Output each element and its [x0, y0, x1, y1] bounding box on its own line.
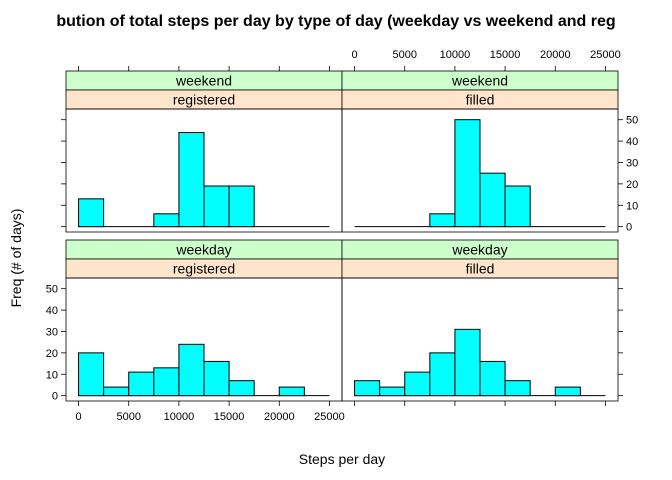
- x-axis-label: Steps per day: [299, 451, 385, 467]
- histogram-bar: [429, 213, 456, 228]
- x-tick-label: 0: [75, 411, 81, 423]
- x-tick-label: 10000: [164, 411, 195, 423]
- y-tick-label: 50: [626, 115, 638, 127]
- y-tick-label: 20: [626, 179, 638, 191]
- y-tick-label: 40: [626, 136, 638, 148]
- y-tick-label: 30: [626, 157, 638, 169]
- histogram-bar: [78, 352, 105, 397]
- strip-top-label: weekend: [451, 73, 508, 89]
- histogram-bar: [429, 352, 456, 397]
- y-tick-label: 10: [46, 369, 58, 381]
- x-tick-label: 5000: [116, 411, 140, 423]
- histogram-bar: [379, 386, 406, 397]
- histogram-bar: [228, 380, 255, 397]
- strip-top-label: weekday: [175, 242, 231, 258]
- panel-border: [341, 277, 619, 402]
- histogram-bar: [228, 185, 255, 228]
- y-tick-label: 40: [46, 305, 58, 317]
- x-tick-label: 25000: [314, 411, 345, 423]
- y-tick-label: 20: [46, 348, 58, 360]
- histogram-bar: [78, 198, 105, 228]
- histogram-bar: [354, 380, 381, 397]
- histogram-bar: [153, 213, 180, 228]
- histogram-bar: [178, 343, 205, 397]
- x-tick-label: 0: [351, 49, 357, 61]
- panel-border: [341, 108, 619, 233]
- panels-group: weekend registered weekend filled 0 10 20 30 40 5…: [46, 49, 639, 423]
- strip-bottom-label: registered: [173, 261, 235, 277]
- y-tick-label: 0: [626, 222, 632, 234]
- histogram-bar: [554, 386, 581, 397]
- histogram-bar: [404, 371, 431, 397]
- y-tick-label: 30: [46, 326, 58, 338]
- x-tick-label: 5000: [392, 49, 416, 61]
- strip-bottom-label: filled: [466, 92, 495, 108]
- strip-top-label: weekend: [175, 73, 232, 89]
- strip-top-label: weekday: [451, 242, 507, 258]
- y-tick-label: 10: [626, 200, 638, 212]
- x-tick-label: 10000: [440, 49, 471, 61]
- x-tick-label: 20000: [540, 49, 571, 61]
- histogram-bar: [153, 367, 180, 397]
- strip-bottom-label: registered: [173, 92, 235, 108]
- histogram-bar: [203, 185, 230, 228]
- x-tick-label: 20000: [264, 411, 295, 423]
- histogram-bar: [454, 328, 481, 397]
- histogram-bar: [479, 360, 506, 397]
- x-tick-label: 15000: [490, 49, 521, 61]
- y-tick-label: 50: [46, 284, 58, 296]
- histogram-bar: [504, 380, 531, 397]
- chart-title: bution of total steps per day by type of…: [56, 13, 615, 30]
- histogram-bar: [103, 386, 130, 397]
- x-tick-label: 15000: [214, 411, 245, 423]
- histogram-bar: [479, 172, 506, 228]
- histogram-bar: [454, 119, 481, 228]
- y-axis-label: Freq (# of days): [8, 209, 24, 308]
- histogram-bar: [504, 185, 531, 228]
- histogram-bar: [203, 360, 230, 397]
- histogram-bar: [178, 132, 205, 228]
- histogram-bar: [128, 371, 155, 397]
- y-tick-label: 0: [52, 391, 58, 403]
- histogram-bar: [278, 386, 305, 397]
- x-tick-label: 25000: [590, 49, 621, 61]
- strip-bottom-label: filled: [466, 261, 495, 277]
